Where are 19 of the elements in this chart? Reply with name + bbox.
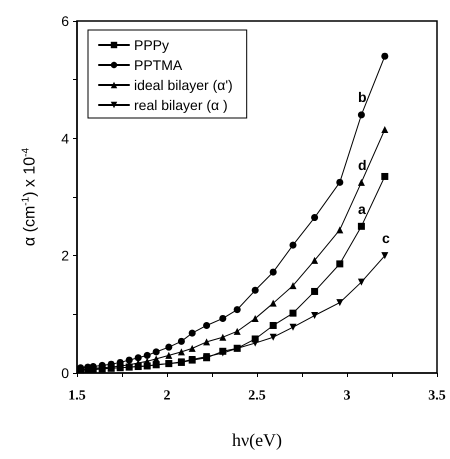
x-tick-label: 3.5 <box>428 388 446 404</box>
legend-label: ideal bilayer (α') <box>134 77 233 93</box>
annotation: a <box>358 201 366 217</box>
annotation: c <box>382 230 390 246</box>
y-tick-label: 0 <box>61 365 70 381</box>
y-tick-label: 6 <box>61 13 70 29</box>
x-tick-label: 2 <box>164 388 170 404</box>
legend-label: real bilayer (α ) <box>134 97 228 113</box>
x-axis-title: hν(eV) <box>232 430 282 450</box>
legend-label: PPPy <box>134 37 170 53</box>
x-tick-label: 3 <box>344 388 350 404</box>
y-tick-label: 4 <box>61 130 70 146</box>
legend-label: PPTMA <box>134 57 183 73</box>
annotation: b <box>358 89 367 105</box>
y-tick-label: 2 <box>61 248 70 264</box>
annotation: d <box>358 157 367 173</box>
y-axis-title: α (cm-1) x 10-4 <box>20 147 38 246</box>
x-tick-label: 1.5 <box>68 388 86 404</box>
x-tick-label: 2.5 <box>248 388 266 404</box>
